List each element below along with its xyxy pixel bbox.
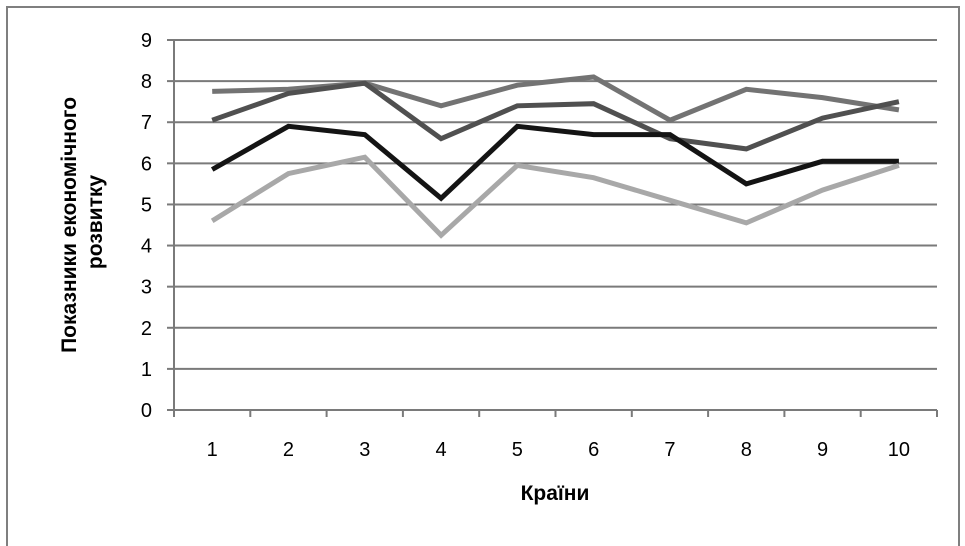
series-line-3: [210, 123, 899, 202]
y-tick-label: 4: [141, 236, 152, 258]
y-tick-label: 9: [141, 30, 152, 52]
y-axis-title-line-1: Показники економічного: [58, 97, 81, 353]
y-axis-title-line-2: розвитку: [84, 175, 107, 269]
series-line-2: [211, 80, 900, 152]
y-axis-title: Показники економічного розвитку: [58, 91, 107, 353]
x-tick-label: 8: [741, 439, 752, 461]
x-tick-label: 6: [588, 439, 599, 461]
y-tick-label: 2: [141, 318, 152, 340]
y-tick-labels: 0 1 2 3 4 5 6 7 8 9: [141, 30, 152, 422]
axes: [167, 39, 938, 417]
y-tick-label: 1: [141, 359, 152, 381]
x-axis-title: Країни: [521, 482, 590, 505]
series-line-4: [210, 154, 900, 239]
series-line-1: [212, 74, 900, 123]
x-tick-label: 1: [207, 439, 218, 461]
y-tick-label: 8: [141, 71, 152, 93]
x-tick-label: 7: [664, 439, 675, 461]
x-tick-labels: 1 2 3 4 5 6 7 8 9 10: [207, 439, 910, 461]
x-tick-label: 5: [512, 439, 523, 461]
y-tick-label: 3: [141, 277, 152, 299]
series-lines: [210, 74, 900, 239]
y-tick-label: 0: [141, 400, 152, 422]
x-tick-label: 2: [283, 439, 294, 461]
x-tick-label: 10: [888, 439, 910, 461]
x-tick-label: 9: [817, 439, 828, 461]
x-tick-label: 3: [359, 439, 370, 461]
x-tick-label: 4: [435, 439, 446, 461]
y-tick-label: 5: [141, 194, 152, 216]
y-tick-label: 7: [141, 112, 152, 134]
y-tick-label: 6: [141, 153, 152, 175]
